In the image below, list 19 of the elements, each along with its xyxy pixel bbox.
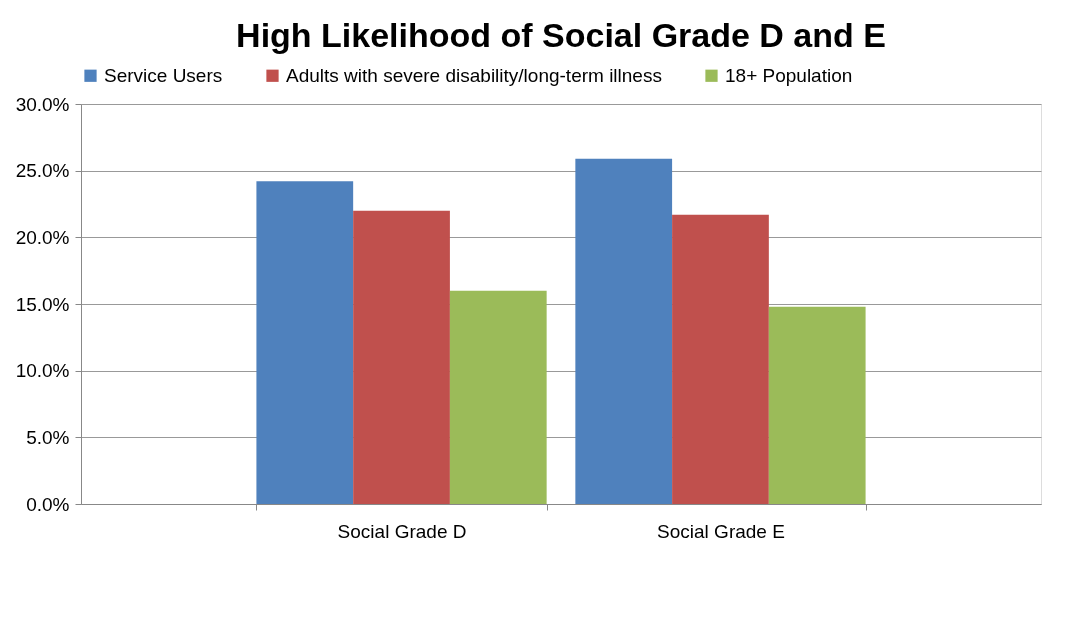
legend-label: Adults with severe disability/long-term illness <box>286 64 662 86</box>
legend-label: 18+ Population <box>725 64 853 86</box>
bar <box>256 181 354 504</box>
y-tick-label: 0.0% <box>26 493 70 515</box>
y-tick-label: 10.0% <box>15 360 70 382</box>
bar <box>449 290 547 504</box>
chart-title: High Likelihood of Social Grade D and E <box>236 16 886 54</box>
y-tick-label: 30.0% <box>15 93 70 115</box>
bar <box>575 158 673 504</box>
y-tick-label: 15.0% <box>15 293 70 315</box>
legend-label: Service Users <box>104 64 223 86</box>
y-tick-label: 20.0% <box>15 226 70 248</box>
bar <box>353 210 450 504</box>
x-tick-label: Social Grade D <box>337 520 467 542</box>
y-tick-label: 5.0% <box>26 426 70 448</box>
y-tick-label: 25.0% <box>15 160 70 182</box>
bar <box>768 306 866 504</box>
x-tick-label: Social Grade E <box>657 520 785 542</box>
bar <box>672 214 769 504</box>
